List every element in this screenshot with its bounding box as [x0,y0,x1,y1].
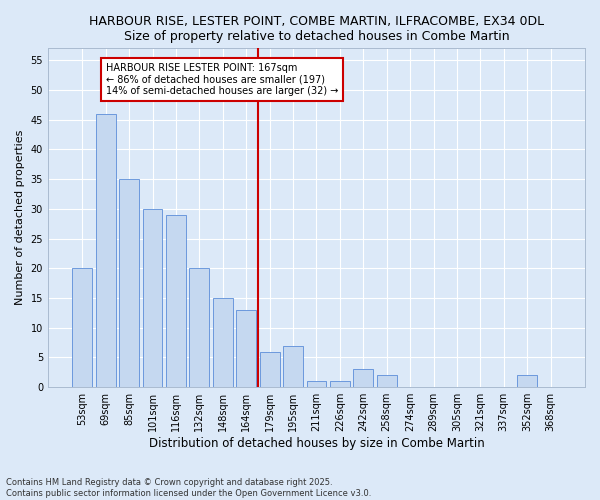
Title: HARBOUR RISE, LESTER POINT, COMBE MARTIN, ILFRACOMBE, EX34 0DL
Size of property : HARBOUR RISE, LESTER POINT, COMBE MARTIN… [89,15,544,43]
Bar [166,215,186,387]
Bar [190,268,209,387]
Bar [307,382,326,387]
Text: Contains HM Land Registry data © Crown copyright and database right 2025.
Contai: Contains HM Land Registry data © Crown c… [6,478,371,498]
Bar [377,376,397,387]
Bar [260,352,280,387]
Bar [236,310,256,387]
Y-axis label: Number of detached properties: Number of detached properties [15,130,25,306]
Bar [353,370,373,387]
Bar [283,346,303,387]
Bar [119,179,139,387]
Bar [143,209,163,387]
Text: HARBOUR RISE LESTER POINT: 167sqm
← 86% of detached houses are smaller (197)
14%: HARBOUR RISE LESTER POINT: 167sqm ← 86% … [106,63,338,96]
Bar [96,114,116,387]
Bar [213,298,233,387]
Bar [330,382,350,387]
X-axis label: Distribution of detached houses by size in Combe Martin: Distribution of detached houses by size … [149,437,484,450]
Bar [73,268,92,387]
Bar [517,376,537,387]
